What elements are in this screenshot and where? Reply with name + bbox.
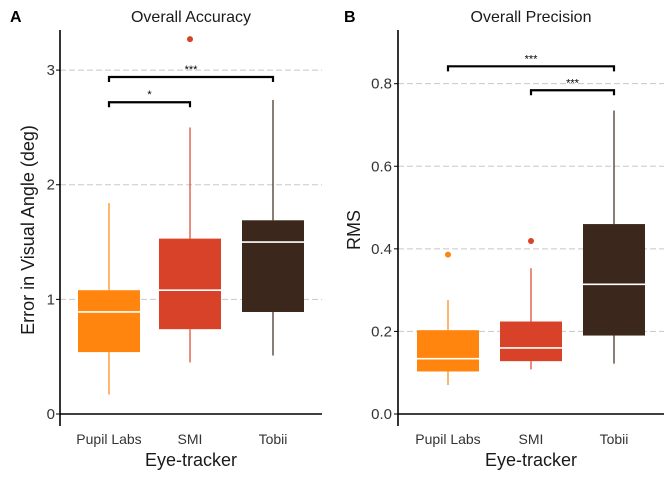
- panel-b-y-tick-label: 0.2: [371, 323, 392, 340]
- panel-a-title: Overall Accuracy: [131, 9, 251, 26]
- panel-a-significance-bracket: [107, 101, 192, 108]
- panel-b-x-tick-label: Tobii: [600, 431, 629, 447]
- panel-b-y-tick-label: 0.0: [371, 406, 392, 423]
- panel-a-x-tick-label: Tobii: [259, 431, 288, 447]
- panel-b-title: Overall Precision: [471, 9, 592, 26]
- panel-a-letter: A: [10, 9, 22, 26]
- panel-a-y-tick-label: 2: [47, 177, 55, 194]
- panel-a-outlier-point: [187, 36, 193, 43]
- panel-b-x-tick-label: Pupil Labs: [415, 431, 480, 447]
- panel-a-significance-label: ***: [185, 64, 199, 76]
- panel-b-y-tick-label: 0.6: [371, 158, 392, 175]
- panel-a-x-tick-label: Pupil Labs: [76, 431, 141, 447]
- panel-b-plot-area: 0.0 0.2 0.4 0.6 0.8 Pupil Labs SMI Tobii *** ***: [371, 30, 664, 447]
- panel-b-significance-bracket: [446, 65, 616, 72]
- panel-a: A Overall Accuracy Eye-tracker Error in …: [10, 9, 322, 470]
- panel-a-y-axis-title: Error in Visual Angle (deg): [18, 125, 38, 335]
- panel-b-x-axis-title: Eye-tracker: [485, 450, 577, 470]
- panel-b-letter: B: [344, 9, 356, 26]
- panel-b-significance-label: ***: [525, 53, 539, 65]
- panel-a-y-tick-label: 1: [47, 291, 55, 308]
- panel-b-box: [500, 321, 562, 362]
- panel-a-x-tick-label: SMI: [178, 431, 203, 447]
- panel-b-significance-label: ***: [566, 77, 580, 89]
- panel-b-outlier-point: [445, 251, 451, 258]
- panel-a-box: [159, 238, 221, 330]
- panel-a-box: [78, 290, 140, 353]
- panel-b-outlier-point: [528, 237, 534, 244]
- panel-a-box: [242, 220, 304, 312]
- panel-a-x-axis-title: Eye-tracker: [145, 450, 237, 470]
- panel-b-significance-bracket: [529, 89, 616, 96]
- panel-a-significance-bracket: [107, 75, 275, 82]
- panel-b-box: [583, 224, 645, 336]
- panel-b: B Overall Precision Eye-tracker RMS 0.00…: [344, 9, 664, 470]
- panel-b-x-tick-label: SMI: [519, 431, 544, 447]
- panel-b-y-tick-label: 0.4: [371, 241, 392, 258]
- panel-b-box: [417, 330, 479, 372]
- panel-a-significance-label: *: [147, 89, 152, 101]
- panel-a-y-tick-label: 3: [47, 62, 55, 79]
- panel-b-y-axis-title: RMS: [344, 210, 364, 250]
- panel-b-y-tick-label: 0.8: [371, 76, 392, 93]
- panel-a-y-tick-label: 0: [47, 406, 55, 423]
